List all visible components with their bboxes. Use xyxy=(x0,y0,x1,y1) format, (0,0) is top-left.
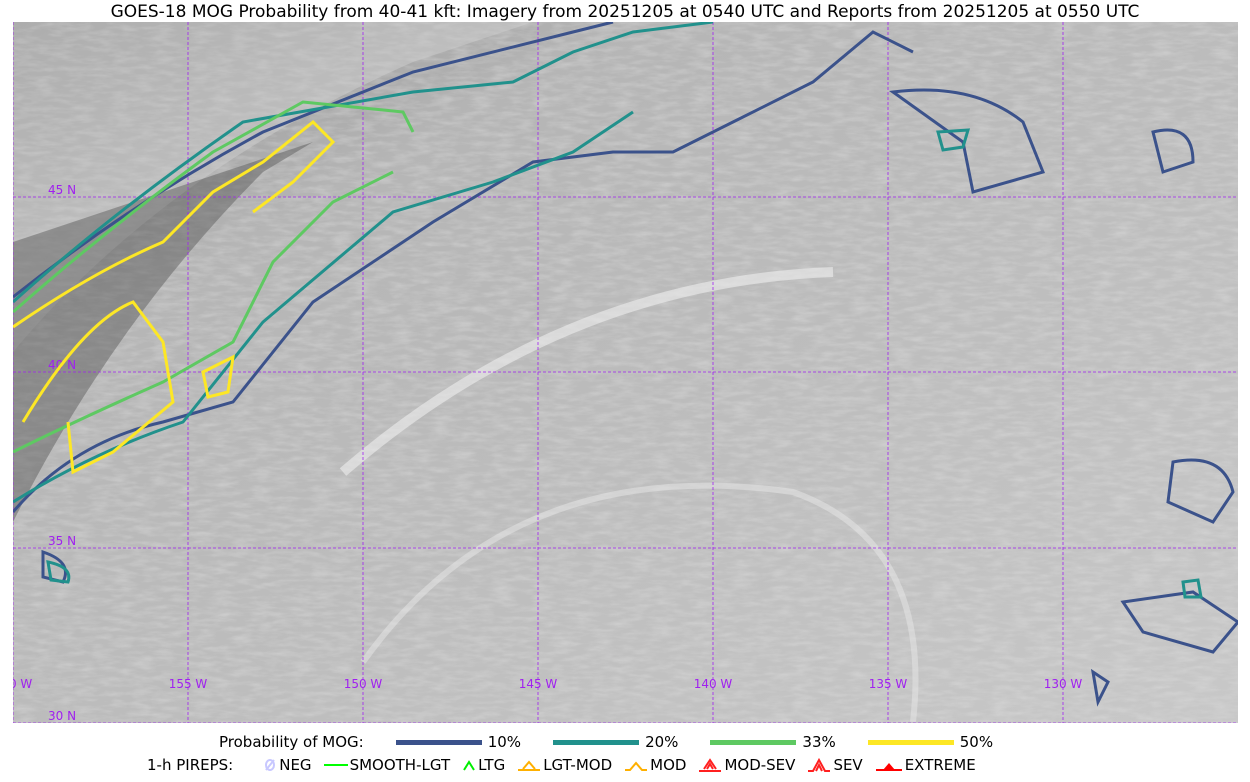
legend-level-20: 20% xyxy=(645,733,679,751)
legend-swatch-10 xyxy=(395,739,482,745)
longitude-label: 135 W xyxy=(869,677,908,691)
double-caret-icon xyxy=(808,757,831,772)
legend-level-33: 33% xyxy=(802,733,836,751)
double-caret-bar-icon xyxy=(699,758,722,772)
longitude-label: 140 W xyxy=(694,677,733,691)
pirep-smooth-lgt: SMOOTH-LGT xyxy=(323,756,451,774)
latitude-label: 45 N xyxy=(48,183,76,197)
latitude-label: 30 N xyxy=(48,709,76,723)
probability-legend: Probability of MOG: 10% 20% 33% 50% xyxy=(0,733,1250,751)
pirep-label: LGT-MOD xyxy=(543,756,613,774)
pirep-label: SMOOTH-LGT xyxy=(349,756,451,774)
filled-triangle-icon xyxy=(875,763,902,771)
pirep-mod: MOD xyxy=(624,756,686,774)
longitude-label: 155 W xyxy=(169,677,208,691)
pireps-legend-label: 1-h PIREPS: xyxy=(147,756,234,774)
caret-bar-icon xyxy=(518,760,541,771)
legend-swatch-33 xyxy=(710,739,797,745)
longitude-label: 145 W xyxy=(519,677,558,691)
longitude-label: 150 W xyxy=(344,677,383,691)
pirep-sev: SEV xyxy=(807,756,863,774)
pirep-label: MOD-SEV xyxy=(724,756,796,774)
legend-swatch-50 xyxy=(867,739,954,745)
line-icon xyxy=(323,764,348,766)
legend-level-10: 10% xyxy=(487,733,522,751)
latitude-label: 35 N xyxy=(48,534,76,548)
pirep-extreme: EXTREME xyxy=(875,756,976,774)
longitude-label: 160 W xyxy=(13,677,32,691)
probability-legend-label: Probability of MOG: xyxy=(219,733,364,751)
legend-level-50: 50% xyxy=(959,733,994,751)
pirep-neg: NEG xyxy=(263,756,312,774)
pirep-label: MOD xyxy=(650,756,687,774)
contour-50pct xyxy=(13,119,336,475)
legend-swatch-20 xyxy=(553,739,640,745)
contour-33pct xyxy=(13,100,415,454)
longitude-label: 130 W xyxy=(1044,677,1083,691)
pirep-label: NEG xyxy=(279,756,312,774)
pireps-legend: 1-h PIREPS: NEG SMOOTH-LGT LTG LGT-MOD M… xyxy=(0,756,1250,774)
pirep-label: LTG xyxy=(478,756,506,774)
swirl xyxy=(360,482,919,723)
pirep-mod-sev: MOD-SEV xyxy=(698,756,795,774)
pirep-label: SEV xyxy=(833,756,863,774)
jet-streak xyxy=(339,267,834,476)
pirep-ltg: LTG xyxy=(462,756,505,774)
neg-icon xyxy=(265,759,276,771)
contour-20pct xyxy=(13,22,1203,599)
caret-icon xyxy=(463,760,475,771)
caret-icon xyxy=(625,761,648,771)
pirep-lgt-mod: LGT-MOD xyxy=(517,756,612,774)
pirep-label: EXTREME xyxy=(904,756,976,774)
cloud-band xyxy=(13,22,533,352)
map-title: GOES-18 MOG Probability from 40-41 kft: … xyxy=(110,2,1140,22)
